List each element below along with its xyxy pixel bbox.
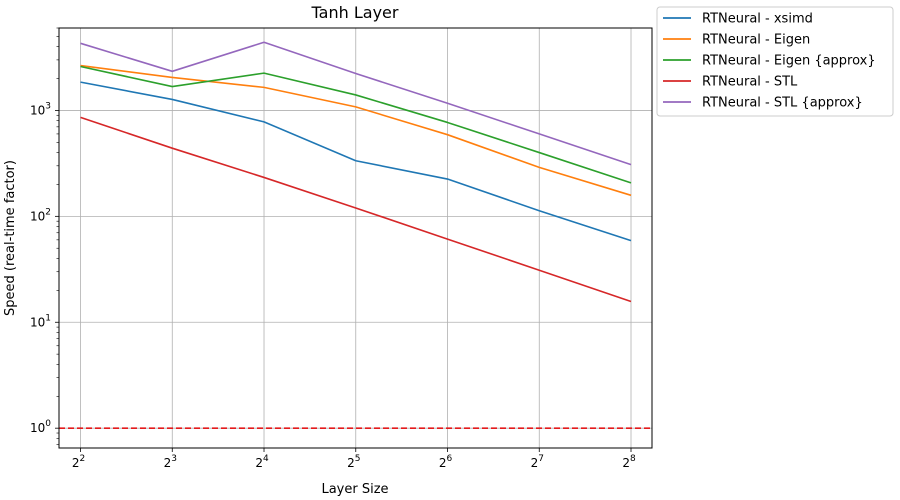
x-axis-label: Layer Size (321, 482, 388, 497)
x-axis-ticks: 22 23 24 25 26 27 28 (72, 448, 636, 470)
series-group (80, 41, 632, 303)
x-tick-label: 22 (72, 454, 85, 470)
y-axis-ticks: 100 101 102 103 (30, 27, 59, 445)
y-tick-label: 100 (30, 419, 51, 435)
legend-frame (656, 6, 894, 117)
y-axis-label: Speed (real-time factor) (3, 160, 18, 316)
chart-title: Tanh Layer (311, 3, 399, 22)
legend-entry: RTNeural - xsimd (702, 12, 813, 27)
series-line-2 (80, 64, 632, 197)
y-tick-label: 101 (30, 313, 51, 329)
series-line-5 (80, 41, 632, 166)
series-line-1 (80, 81, 632, 242)
legend-entry: RTNeural - Eigen (702, 33, 810, 48)
x-tick-label: 24 (255, 454, 269, 470)
y-tick-label: 103 (30, 101, 51, 117)
legend-entry: RTNeural - STL (702, 75, 798, 90)
y-tick-label: 102 (30, 207, 51, 223)
x-tick-label: 25 (347, 454, 360, 470)
series-line-4 (80, 116, 632, 303)
legend-entry: RTNeural - STL {approx} (702, 96, 863, 111)
grid (59, 28, 652, 448)
x-tick-label: 27 (531, 454, 544, 470)
legend-entry: RTNeural - Eigen {approx} (702, 54, 876, 69)
legend: RTNeural - xsimd RTNeural - Eigen RTNeural… (656, 6, 894, 117)
x-tick-label: 23 (164, 454, 177, 470)
series-line-3 (80, 65, 632, 184)
x-tick-label: 26 (439, 454, 453, 470)
x-tick-label: 28 (622, 454, 636, 470)
